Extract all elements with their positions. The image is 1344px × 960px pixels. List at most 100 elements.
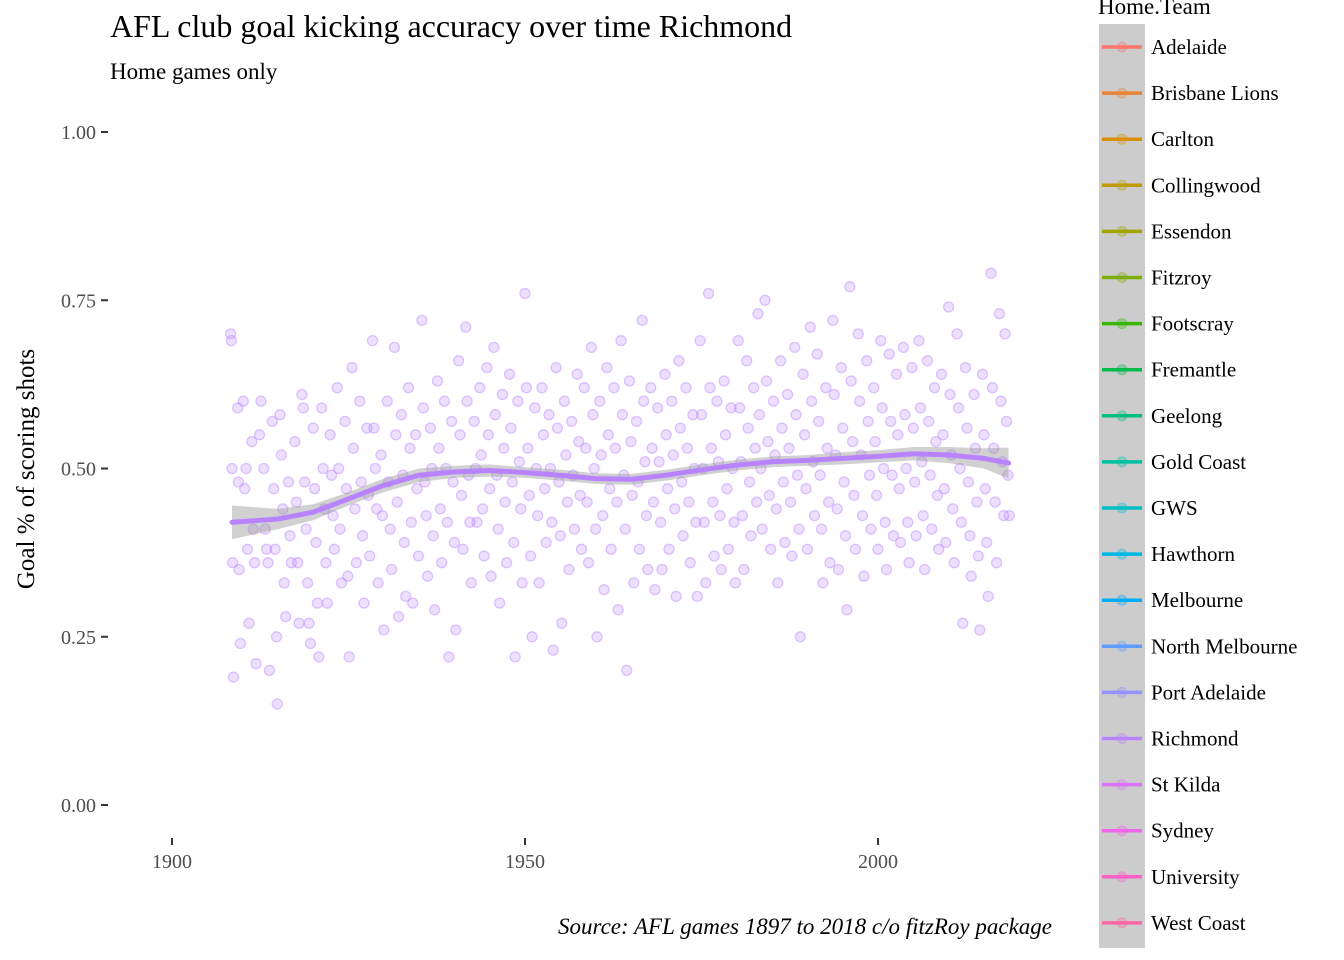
- data-point: [852, 328, 864, 340]
- data-point: [951, 328, 963, 340]
- data-point: [232, 476, 245, 488]
- data-point: [488, 341, 500, 354]
- data-point: [316, 402, 328, 414]
- data-point: [243, 617, 255, 629]
- data-point: [550, 361, 562, 374]
- data-point: [969, 442, 982, 454]
- data-point: [666, 395, 678, 407]
- data-point: [683, 496, 695, 508]
- legend-entry-label: Carlton: [1151, 127, 1214, 151]
- data-point: [831, 503, 843, 515]
- data-point: [591, 631, 603, 643]
- data-point: [656, 563, 668, 576]
- data-point: [670, 590, 682, 603]
- data-point: [327, 509, 339, 522]
- data-point: [368, 422, 380, 434]
- data-point: [405, 516, 417, 528]
- data-point: [653, 456, 665, 468]
- data-point: [800, 483, 812, 495]
- data-point: [783, 442, 795, 454]
- data-point: [616, 409, 629, 421]
- data-point: [274, 409, 286, 421]
- data-point: [628, 577, 640, 589]
- data-point: [615, 334, 627, 347]
- data-point: [416, 314, 428, 327]
- data-point: [523, 489, 535, 502]
- data-point: [791, 469, 804, 481]
- data-point: [561, 496, 574, 508]
- data-point: [695, 409, 708, 421]
- data-point: [310, 536, 322, 549]
- data-point: [704, 382, 716, 394]
- data-point: [390, 429, 402, 441]
- data-point: [621, 664, 633, 677]
- data-point: [578, 382, 590, 394]
- data-point: [770, 503, 782, 515]
- data-point: [725, 402, 737, 414]
- data-point: [505, 422, 517, 434]
- data-point: [738, 563, 750, 576]
- data-point: [811, 348, 823, 360]
- data-point: [464, 516, 476, 528]
- data-point: [762, 435, 774, 448]
- data-point: [433, 442, 445, 454]
- data-point: [752, 308, 764, 320]
- data-point: [926, 523, 938, 535]
- data-point: [759, 294, 771, 306]
- data-point: [325, 469, 338, 481]
- data-point: [250, 658, 262, 670]
- data-point: [646, 442, 658, 454]
- legend-entry-label: Collingwood: [1151, 173, 1261, 197]
- smooth-ribbon: [232, 447, 1009, 540]
- data-point: [917, 509, 929, 522]
- data-point: [447, 476, 459, 488]
- data-point: [849, 543, 862, 555]
- data-point: [880, 563, 893, 576]
- data-point: [959, 361, 972, 374]
- data-point: [839, 530, 852, 542]
- data-point: [271, 698, 283, 710]
- data-point: [993, 308, 1006, 320]
- data-point: [476, 503, 489, 515]
- data-point: [931, 489, 943, 502]
- data-point: [909, 476, 921, 488]
- data-point: [268, 483, 280, 495]
- data-point: [999, 328, 1011, 340]
- legend-entry-label: Essendon: [1151, 219, 1232, 243]
- data-point: [278, 577, 290, 589]
- data-point: [605, 543, 617, 555]
- legend-key-point: [1116, 87, 1128, 99]
- data-point: [903, 557, 915, 569]
- data-point: [558, 395, 571, 407]
- legend-entry-label: Fremantle: [1151, 358, 1236, 382]
- y-tick-label: 0.00: [61, 795, 96, 817]
- data-point: [311, 597, 324, 609]
- data-point: [300, 523, 312, 535]
- data-point: [890, 368, 903, 380]
- data-point: [438, 395, 451, 407]
- data-point: [707, 496, 719, 508]
- legend-key-point: [1116, 548, 1128, 560]
- data-point: [263, 664, 276, 677]
- data-point: [441, 516, 453, 528]
- data-point: [588, 462, 600, 475]
- data-point: [402, 382, 415, 394]
- data-point: [539, 483, 551, 495]
- data-point: [431, 375, 444, 387]
- data-point: [454, 429, 466, 441]
- data-point: [461, 395, 473, 407]
- data-point: [906, 361, 918, 374]
- legend-key-point: [1116, 41, 1128, 53]
- data-point: [595, 449, 607, 461]
- data-point: [355, 476, 367, 488]
- data-point: [602, 429, 614, 441]
- data-point: [452, 355, 465, 367]
- data-point: [343, 651, 355, 663]
- data-point: [478, 550, 490, 562]
- data-point: [937, 429, 949, 441]
- data-point: [556, 617, 568, 629]
- data-point: [227, 557, 239, 569]
- data-point: [749, 442, 761, 454]
- data-point: [482, 429, 494, 441]
- data-point: [687, 409, 699, 421]
